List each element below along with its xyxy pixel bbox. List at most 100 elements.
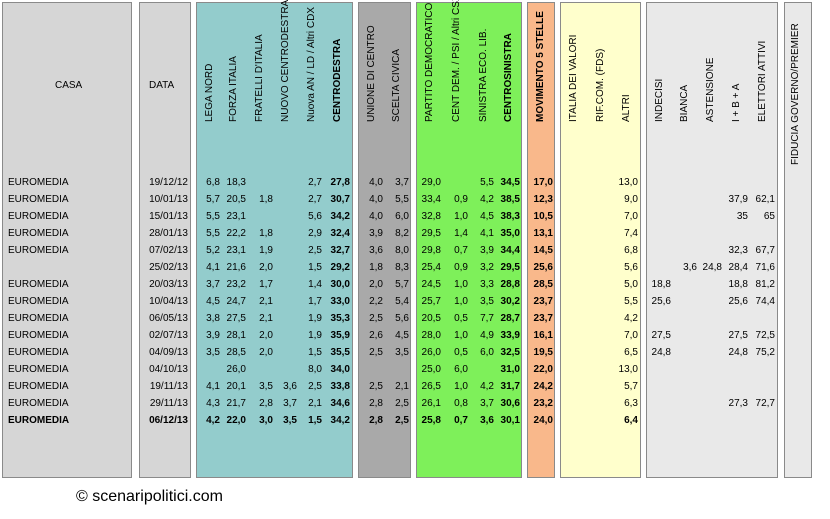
cell-m5s: 16,1	[533, 330, 553, 341]
cell-iba: 37,9	[728, 194, 748, 205]
cell-an: 2,1	[308, 398, 322, 409]
cell-altri: 5,7	[624, 381, 638, 392]
cell-altri: 5,6	[624, 262, 638, 273]
cell-pd: 29,5	[421, 228, 441, 239]
cell-sel: 3,3	[480, 279, 494, 290]
cell-data: 25/02/13	[149, 262, 188, 273]
cell-an: 8,0	[308, 364, 322, 375]
cell-ncd: 3,6	[283, 381, 297, 392]
cell-data: 10/04/13	[149, 296, 188, 307]
cell-an: 5,6	[308, 211, 322, 222]
cell-udc: 2,6	[369, 330, 383, 341]
cell-ea: 62,1	[755, 194, 775, 205]
cell-cd: 1,0	[454, 296, 468, 307]
cell-iba: 27,3	[728, 398, 748, 409]
cell-cdx: 34,2	[330, 415, 350, 426]
cell-casa: EUROMEDIA	[8, 381, 69, 392]
cell-fi: 23,2	[226, 279, 246, 290]
cell-data: 28/01/13	[149, 228, 188, 239]
cell-sc: 2,5	[395, 398, 409, 409]
cell-csx: 38,5	[500, 194, 520, 205]
cell-m5s: 24,2	[533, 381, 553, 392]
cell-fdi: 1,7	[259, 279, 273, 290]
cell-sel: 3,7	[480, 398, 494, 409]
cell-fdi: 2,1	[259, 313, 273, 324]
cell-fi: 20,1	[226, 381, 246, 392]
cell-cdx: 30,0	[330, 279, 350, 290]
col-header-casa: CASA	[55, 80, 83, 91]
cell-pd: 33,4	[421, 194, 441, 205]
cell-csx: 31,7	[500, 381, 520, 392]
cell-udc: 2,8	[369, 415, 383, 426]
cell-altri: 7,0	[624, 211, 638, 222]
cell-data: 10/01/13	[149, 194, 188, 205]
cell-sel: 4,5	[480, 211, 494, 222]
cell-casa: EUROMEDIA	[8, 364, 69, 375]
cell-fi: 27,5	[226, 313, 246, 324]
cell-cd: 0,5	[454, 313, 468, 324]
cell-cd: 6,0	[454, 364, 468, 375]
cell-cdx: 34,6	[330, 398, 350, 409]
cell-m5s: 28,5	[533, 279, 553, 290]
cell-data: 02/07/13	[149, 330, 188, 341]
cell-cdx: 33,8	[330, 381, 350, 392]
col-header-cdx: CENTRODESTRA	[332, 38, 343, 122]
cell-cd: 0,9	[454, 194, 468, 205]
cell-sel: 4,9	[480, 330, 494, 341]
cell-pd: 24,5	[421, 279, 441, 290]
cell-ncd: 3,5	[283, 415, 297, 426]
cell-udc: 2,5	[369, 381, 383, 392]
col-header-data: DATA	[149, 80, 175, 91]
cell-pd: 25,7	[421, 296, 441, 307]
cell-fi: 28,5	[226, 347, 246, 358]
cell-cd: 1,0	[454, 211, 468, 222]
cell-csx: 38,3	[500, 211, 520, 222]
cell-udc: 3,6	[369, 245, 383, 256]
cell-pd: 29,8	[421, 245, 441, 256]
cell-fdi: 2,0	[259, 262, 273, 273]
cell-iba: 32,3	[728, 245, 748, 256]
cell-cdx: 27,8	[330, 177, 350, 188]
cell-sel: 4,1	[480, 228, 494, 239]
cell-cd: 0,9	[454, 262, 468, 273]
cell-cd: 0,7	[454, 245, 468, 256]
cell-sc: 5,4	[395, 296, 409, 307]
cell-sc: 5,6	[395, 313, 409, 324]
cell-ea: 67,7	[755, 245, 775, 256]
cell-sc: 8,2	[395, 228, 409, 239]
cell-altri: 6,3	[624, 398, 638, 409]
casa-panel	[2, 2, 132, 478]
cell-altri: 13,0	[618, 177, 638, 188]
cell-lega: 4,2	[206, 415, 220, 426]
cell-pd: 26,1	[421, 398, 441, 409]
cell-ind: 27,5	[651, 330, 671, 341]
cell-altri: 5,0	[624, 279, 638, 290]
cell-ea: 71,6	[755, 262, 775, 273]
cell-csx: 34,5	[500, 177, 520, 188]
cell-pd: 29,0	[421, 177, 441, 188]
cell-sel: 3,6	[480, 415, 494, 426]
cell-lega: 5,7	[206, 194, 220, 205]
cell-iba: 27,5	[728, 330, 748, 341]
cell-an: 1,5	[308, 415, 322, 426]
cell-cd: 1,0	[454, 330, 468, 341]
cell-udc: 4,0	[369, 177, 383, 188]
cell-pd: 28,0	[421, 330, 441, 341]
cell-lega: 3,9	[206, 330, 220, 341]
cell-fdi: 1,8	[259, 194, 273, 205]
cell-data: 19/12/12	[149, 177, 188, 188]
cell-pd: 26,5	[421, 381, 441, 392]
cell-fdi: 1,9	[259, 245, 273, 256]
cell-data: 06/05/13	[149, 313, 188, 324]
cell-csx: 35,0	[500, 228, 520, 239]
cell-m5s: 23,7	[533, 296, 553, 307]
cell-an: 1,5	[308, 262, 322, 273]
cell-cdx: 34,2	[330, 211, 350, 222]
cell-pd: 20,5	[421, 313, 441, 324]
cell-fdi: 2,1	[259, 296, 273, 307]
cell-an: 2,5	[308, 245, 322, 256]
centrosinistra-panel	[416, 2, 522, 478]
cell-ea: 72,5	[755, 330, 775, 341]
cell-altri: 7,4	[624, 228, 638, 239]
cell-udc: 2,5	[369, 347, 383, 358]
